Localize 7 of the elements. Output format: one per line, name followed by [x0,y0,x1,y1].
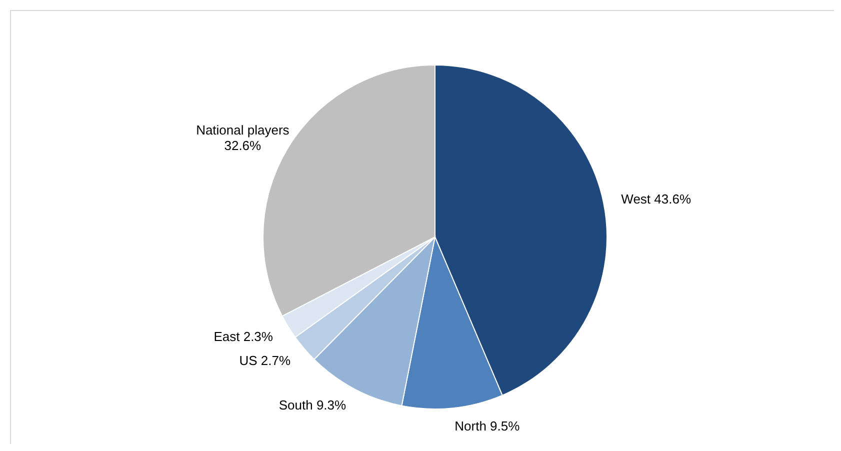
slice-label: East 2.3% [214,328,274,344]
slice-label: West 43.6% [621,192,692,207]
slice-label: National players [196,122,290,138]
slice-label: US 2.7% [239,352,291,368]
slice-label: South 9.3% [278,397,347,412]
slice-label: North 9.5% [454,418,520,434]
data-label: 32.6% [224,138,262,153]
